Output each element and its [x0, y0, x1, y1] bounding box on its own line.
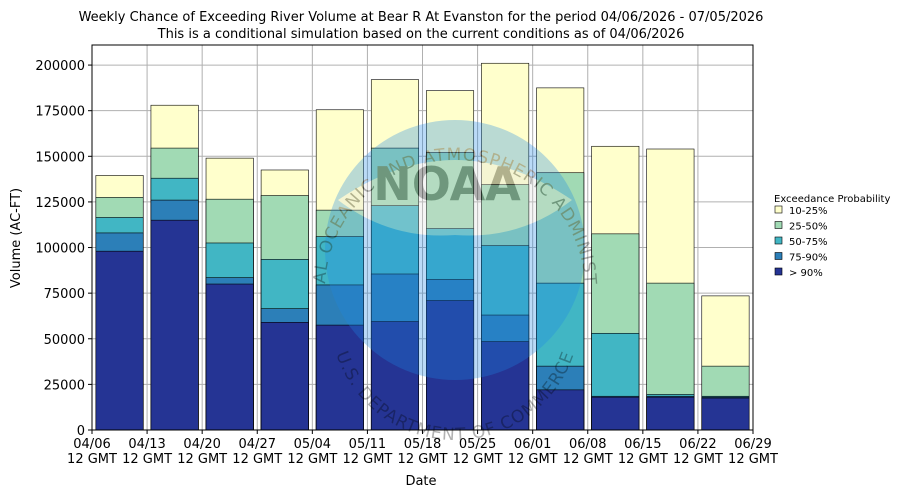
y-tick-label: 75000 [44, 287, 85, 302]
bar-segment [646, 396, 695, 431]
bar-segment [205, 283, 254, 431]
y-axis: 0 25000 50000 75000 100000 125000 150000 175000… [35, 59, 92, 439]
legend: Exceedance Probability 10-25% 25-50% 50-75… [774, 194, 890, 279]
x-tick-label: 06/29 12 GMT [728, 437, 778, 467]
bar-segment [370, 321, 419, 431]
legend-entry: 75-90% [789, 253, 828, 264]
bar-segment [426, 300, 475, 431]
y-tick-label: 100000 [35, 242, 85, 257]
x-tick-label: 05/11 12 GMT [342, 437, 392, 467]
legend-swatch [774, 205, 783, 214]
x-tick-label: 05/18 12 GMT [398, 437, 448, 467]
x-tick-label: 05/25 12 GMT [453, 437, 503, 467]
watermark-center: NOAA [373, 157, 521, 211]
bar-segment [95, 250, 144, 431]
y-axis-label: Volume (AC-FT) [9, 188, 24, 288]
x-tick-label: 04/27 12 GMT [232, 437, 282, 467]
bar-segment [315, 324, 364, 431]
x-tick-label: 04/13 12 GMT [122, 437, 172, 467]
x-tick-label: 06/01 12 GMT [508, 437, 558, 467]
legend-swatch [774, 267, 783, 276]
y-tick-label: 125000 [35, 196, 85, 211]
bar-segment [150, 219, 199, 431]
x-tick-label: 05/04 12 GMT [287, 437, 337, 467]
y-tick-label: 175000 [35, 105, 85, 120]
chart-title: Weekly Chance of Exceeding River Volume … [79, 10, 764, 25]
x-axis-label: Date [405, 474, 436, 489]
y-tick-label: 50000 [44, 333, 85, 348]
bar-segment [591, 396, 640, 431]
bar-segment [701, 397, 750, 431]
y-tick-label: 25000 [44, 378, 85, 393]
x-tick-label: 06/08 12 GMT [563, 437, 613, 467]
legend-entry: 10-25% [789, 206, 828, 217]
x-tick-label: 06/22 12 GMT [673, 437, 723, 467]
x-tick-label: 04/06 12 GMT [67, 437, 117, 467]
bar-segment [260, 322, 309, 431]
legend-entry: > 90% [789, 268, 823, 279]
chart-subtitle: This is a conditional simulation based o… [157, 27, 685, 42]
y-tick-label: 150000 [35, 150, 85, 165]
legend-entry: 25-50% [789, 222, 828, 233]
legend-swatch [774, 252, 783, 260]
x-tick-label: 06/15 12 GMT [618, 437, 668, 467]
x-tick-label: 04/20 12 GMT [177, 437, 227, 467]
legend-title: Exceedance Probability [774, 194, 890, 205]
y-tick-label: 0 [77, 424, 85, 439]
bar-stacks [95, 62, 750, 431]
legend-entry: 50-75% [789, 237, 828, 248]
legend-swatch [774, 236, 783, 245]
y-tick-label: 200000 [35, 59, 85, 74]
legend-swatch [774, 221, 783, 229]
